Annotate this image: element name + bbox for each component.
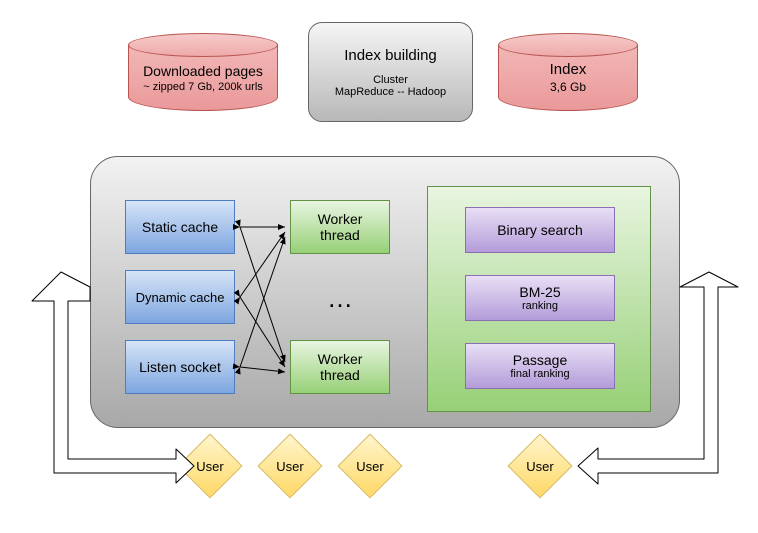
worker-thread-2: Worker thread bbox=[290, 340, 390, 394]
cyl-left-sub: ~ zipped 7 Gb, 200k urls bbox=[143, 81, 263, 93]
user-diamond-3: User bbox=[338, 434, 402, 498]
passage-box: Passage final ranking bbox=[465, 343, 615, 389]
ellipsis: … bbox=[290, 280, 390, 316]
cylinder-index: Index 3,6 Gb bbox=[498, 33, 638, 111]
listen-socket-label: Listen socket bbox=[139, 359, 221, 375]
worker2-l2: thread bbox=[320, 367, 360, 383]
passage-l1: Passage bbox=[513, 352, 567, 368]
cyl-right-sub: 3,6 Gb bbox=[550, 80, 586, 94]
user-diamond-4: User bbox=[508, 434, 572, 498]
user3-label: User bbox=[356, 459, 383, 474]
bm25-l2: ranking bbox=[522, 300, 558, 312]
idx-sub1: Cluster bbox=[373, 74, 408, 86]
idx-sub2: MapReduce -- Hadoop bbox=[335, 86, 446, 98]
index-building-box: Index building Cluster MapReduce -- Hado… bbox=[308, 22, 473, 122]
user1-label: User bbox=[196, 459, 223, 474]
binary-search-box: Binary search bbox=[465, 207, 615, 253]
cyl-left-title: Downloaded pages bbox=[143, 63, 263, 79]
worker-thread-1: Worker thread bbox=[290, 200, 390, 254]
user-diamond-1: User bbox=[178, 434, 242, 498]
dynamic-cache-label: Dynamic cache bbox=[136, 290, 225, 305]
passage-l2: final ranking bbox=[510, 368, 569, 380]
binary-search-label: Binary search bbox=[497, 222, 583, 238]
user4-label: User bbox=[526, 459, 553, 474]
worker1-l1: Worker bbox=[318, 211, 363, 227]
worker1-l2: thread bbox=[320, 227, 360, 243]
user-diamond-2: User bbox=[258, 434, 322, 498]
bm25-l1: BM-25 bbox=[519, 284, 560, 300]
bm25-box: BM-25 ranking bbox=[465, 275, 615, 321]
listen-socket-box: Listen socket bbox=[125, 340, 235, 394]
idx-title: Index building bbox=[344, 47, 437, 64]
user2-label: User bbox=[276, 459, 303, 474]
dynamic-cache-box: Dynamic cache bbox=[125, 270, 235, 324]
dots-text: … bbox=[327, 283, 353, 314]
static-cache-label: Static cache bbox=[142, 219, 218, 235]
worker2-l1: Worker bbox=[318, 351, 363, 367]
cyl-right-title: Index bbox=[550, 61, 587, 78]
static-cache-box: Static cache bbox=[125, 200, 235, 254]
cylinder-downloaded: Downloaded pages ~ zipped 7 Gb, 200k url… bbox=[128, 33, 278, 111]
